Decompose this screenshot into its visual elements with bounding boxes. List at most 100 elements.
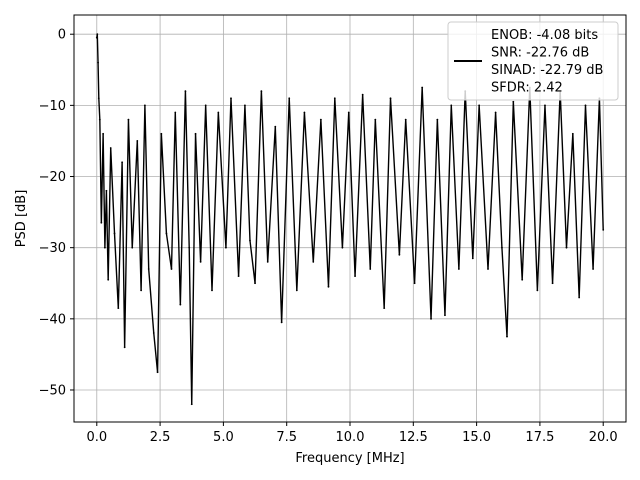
psd-data-point: [333, 97, 336, 100]
psd-data-point: [327, 285, 330, 288]
y-tick-label: −10: [39, 99, 66, 114]
psd-data-point: [404, 118, 407, 121]
psd-data-point: [413, 282, 416, 285]
psd-data-point: [512, 100, 515, 103]
x-tick-label: 2.5: [150, 430, 171, 445]
psd-data-point: [113, 232, 116, 235]
psd-data-point: [211, 289, 213, 292]
psd-data-point: [450, 104, 453, 107]
x-tick-label: 10.0: [336, 430, 365, 445]
psd-data-point: [288, 97, 291, 100]
y-tick-label: −20: [39, 170, 66, 185]
psd-data-point: [140, 289, 143, 292]
psd-data-point: [109, 147, 112, 149]
legend: ENOB: -4.08 bits SNR: -22.76 dB SINAD: -22…: [447, 21, 619, 101]
psd-data-point: [436, 118, 439, 121]
legend-entry-line: SINAD: -22.79 dB: [491, 63, 603, 78]
psd-data-point: [254, 282, 256, 285]
psd-data-point: [457, 268, 460, 270]
x-axis-label: Frequency [MHz]: [295, 451, 404, 466]
psd-data-point: [179, 303, 182, 306]
psd-data-point: [280, 321, 283, 324]
psd-data-point: [249, 239, 251, 242]
psd-data-point: [295, 289, 298, 292]
psd-data-point: [506, 335, 508, 338]
psd-data-point: [225, 246, 227, 249]
psd-data-point: [551, 282, 554, 285]
psd-data-point: [97, 97, 100, 100]
psd-data-point: [156, 371, 159, 374]
psd-data-point: [107, 278, 110, 281]
data-layer: [95, 33, 605, 406]
psd-data-point: [571, 132, 574, 135]
psd-data-point: [102, 132, 105, 135]
psd-data-point: [592, 268, 594, 270]
psd-data-point: [244, 104, 246, 107]
psd-data-point: [444, 314, 446, 317]
legend-entry-line: SNR: -22.76 dB: [491, 46, 589, 61]
psd-data-point: [194, 132, 197, 135]
psd-data-point: [383, 307, 386, 310]
psd-data-point: [237, 275, 240, 278]
psd-data-point: [369, 268, 372, 270]
x-tick-label: 15.0: [462, 430, 491, 445]
psd-data-point: [584, 104, 587, 107]
legend-text-lines: ENOB: -4.08 bits SNR: -22.76 dB SINAD: -22…: [491, 28, 603, 96]
x-tick-label: 5.0: [213, 430, 234, 445]
psd-data-point: [204, 104, 207, 107]
psd-data-point: [341, 246, 344, 249]
y-axis-label: PSD [dB]: [14, 190, 29, 248]
psd-data-point: [319, 118, 322, 121]
psd-data-point: [501, 246, 503, 249]
psd-data-point: [147, 268, 150, 270]
psd-data-point: [217, 111, 220, 114]
x-tick-label: 7.5: [276, 430, 297, 445]
psd-data-point: [98, 118, 101, 121]
psd-data-point: [174, 111, 177, 114]
psd-data-point: [105, 189, 108, 192]
psd-data-point: [536, 289, 539, 292]
psd-data-point: [389, 97, 392, 100]
psd-data-point: [578, 296, 581, 299]
y-tick-label: −30: [39, 241, 66, 256]
psd-data-point: [170, 268, 173, 270]
psd-data-point: [136, 140, 139, 142]
psd-data-point: [494, 111, 497, 114]
legend-entry-line: SFDR: 2.42: [491, 81, 563, 96]
psd-data-point: [97, 61, 99, 64]
y-tick-label: −40: [39, 312, 66, 327]
legend-entry-line: ENOB: -4.08 bits: [491, 28, 598, 43]
x-tick-label: 17.5: [525, 430, 554, 445]
psd-data-point: [471, 257, 474, 260]
psd-data-point: [565, 246, 568, 249]
psd-data-point: [165, 232, 168, 235]
psd-data-point: [95, 36, 98, 39]
psd-data-point: [303, 111, 306, 114]
psd-data-point: [184, 90, 187, 93]
psd-data-point: [478, 104, 481, 107]
psd-data-point: [199, 261, 202, 263]
axis-ticks: 0.0 2.5 5.0 7.5 10.0 12.5 15.0 17.5 20.0 0 −10 −20 −…: [39, 28, 618, 445]
y-tick-label: 0: [58, 28, 66, 43]
psd-data-point: [521, 278, 524, 281]
psd-data-point: [260, 90, 263, 93]
psd-data-point: [190, 403, 193, 406]
psd-data-point: [347, 111, 350, 114]
psd-data-point: [230, 97, 232, 100]
psd-data-point: [188, 246, 191, 249]
psd-data-point: [143, 104, 146, 107]
psd-data-point: [123, 346, 126, 349]
psd-data-point: [544, 104, 546, 107]
psd-data-point: [127, 118, 130, 121]
psd-data-point: [274, 125, 277, 128]
psd-data-point: [487, 268, 489, 270]
psd-data-point: [398, 253, 401, 256]
x-tick-label: 20.0: [589, 430, 618, 445]
psd-data-point: [152, 332, 155, 334]
psd-data-point: [312, 261, 315, 263]
psd-data-point: [131, 246, 134, 249]
psd-data-point: [266, 261, 269, 263]
psd-data-point: [96, 33, 99, 36]
psd-data-point: [361, 93, 364, 96]
